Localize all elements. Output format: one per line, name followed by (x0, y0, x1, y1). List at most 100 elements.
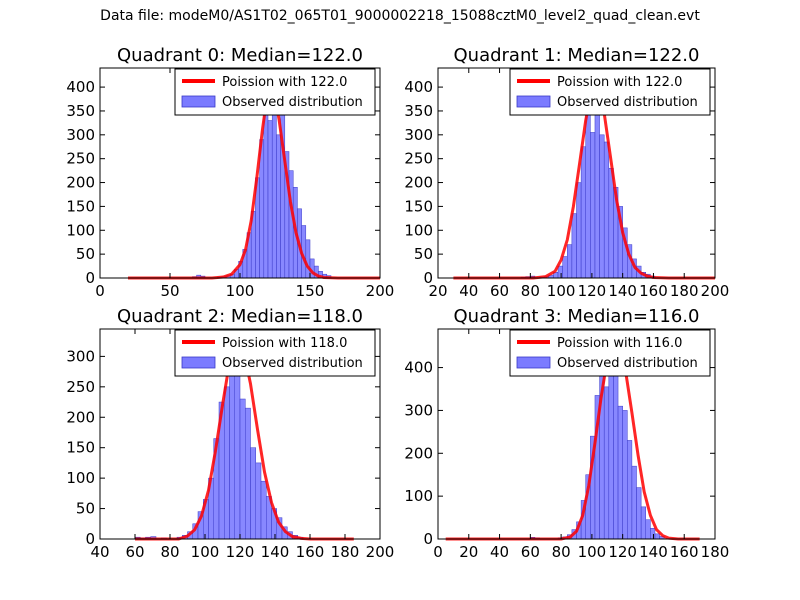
x-tick-label: 100 (547, 282, 576, 300)
figure-suptitle: Data file: modeM0/AS1T02_065T01_90000022… (100, 8, 700, 24)
histogram-bar (594, 96, 600, 279)
histogram-bar (576, 182, 582, 279)
x-tick-label: 100 (578, 543, 607, 561)
panel-title: Quadrant 2: Median=118.0 (117, 306, 363, 327)
histogram-bar (608, 356, 614, 540)
x-tick-label: 180 (670, 282, 699, 300)
x-tick-label: 200 (366, 543, 395, 561)
x-tick-label: 0 (433, 543, 443, 561)
quadrant-3-panel: Quadrant 3: Median=116.00 20 40 60 80 100 120 1… (404, 306, 729, 561)
x-tick-label: 140 (261, 543, 290, 561)
legend-bar-swatch (181, 95, 216, 108)
x-tick-label: 80 (552, 543, 571, 561)
y-tick-label: 200 (66, 174, 95, 192)
histogram-bar (585, 101, 591, 279)
axes-frame (437, 328, 716, 540)
histogram-bar (263, 105, 269, 279)
legend-label-poisson: Poission with 122.0 (557, 75, 682, 90)
x-tick-label: 80 (160, 543, 179, 561)
legend-label-poisson: Poission with 118.0 (222, 336, 347, 351)
x-tick-label: 150 (296, 282, 325, 300)
x-tick-label: 120 (226, 543, 255, 561)
y-tick-label: 0 (423, 269, 433, 287)
y-tick-label: 250 (66, 150, 95, 168)
y-tick-label: 100 (66, 469, 95, 487)
histogram-bar (245, 407, 251, 540)
y-tick-label: 300 (66, 347, 95, 365)
quadrant-1-panel: Quadrant 1: Median=122.020 40 60 80 100 120 14… (404, 45, 729, 300)
y-tick-label: 100 (404, 221, 433, 239)
y-tick-label: 200 (404, 174, 433, 192)
histogram-bar (255, 462, 262, 540)
x-tick-label: 0 (95, 282, 105, 300)
legend-label-poisson: Poission with 116.0 (557, 336, 682, 351)
legend-label-observed: Observed distribution (222, 356, 363, 371)
y-tick-label: 100 (66, 221, 95, 239)
x-tick-label: 80 (521, 282, 540, 300)
x-tick-label: 180 (701, 543, 730, 561)
x-tick-label: 160 (670, 543, 699, 561)
histogram-bar (305, 239, 311, 279)
histogram-bar (267, 120, 273, 279)
x-tick-label: 60 (490, 282, 509, 300)
y-tick-label: 200 (66, 408, 95, 426)
y-tick-label: 250 (66, 378, 95, 396)
histogram-bar (599, 134, 605, 279)
legend-bar-swatch (516, 356, 551, 369)
y-tick-label: 100 (404, 487, 433, 505)
histogram-bar (580, 146, 586, 279)
panel-title: Quadrant 0: Median=122.0 (117, 45, 363, 66)
x-tick-label: 40 (490, 543, 509, 561)
y-tick-label: 300 (404, 126, 433, 144)
y-tick-label: 400 (404, 78, 433, 96)
legend-bar-swatch (516, 95, 551, 108)
axes-frame (437, 67, 716, 279)
y-tick-label: 300 (404, 401, 433, 419)
histogram-bar (234, 374, 241, 540)
y-tick-label: 400 (66, 78, 95, 96)
histogram-bar (224, 386, 230, 540)
histogram-bar (276, 134, 281, 279)
y-tick-label: 300 (66, 126, 95, 144)
y-tick-label: 0 (423, 530, 433, 548)
histogram-bar (613, 375, 619, 540)
x-tick-label: 140 (639, 543, 668, 561)
histogram-bar (590, 132, 596, 279)
y-tick-label: 0 (85, 269, 95, 287)
y-tick-label: 400 (404, 359, 433, 377)
y-tick-label: 0 (85, 530, 95, 548)
x-tick-label: 160 (639, 282, 668, 300)
histogram-bar (640, 506, 647, 540)
legend-label-poisson: Poission with 122.0 (222, 75, 347, 90)
panel-title: Quadrant 3: Median=116.0 (454, 306, 700, 327)
histogram-bar (562, 256, 568, 279)
legend-label-observed: Observed distribution (557, 95, 698, 110)
quadrant-0-panel: Quadrant 0: Median=122.0 0 50 100 150 200 0 50 1… (66, 45, 394, 300)
histogram-bar (260, 480, 267, 540)
y-tick-label: 350 (404, 102, 433, 120)
legend-label-observed: Observed distribution (222, 95, 363, 110)
x-tick-label: 100 (191, 543, 220, 561)
histogram-bar (239, 398, 246, 540)
histogram-bar (631, 465, 637, 540)
histogram-bar (654, 533, 660, 540)
y-tick-label: 350 (66, 102, 95, 120)
x-tick-label: 160 (296, 543, 325, 561)
legend-label-observed: Observed distribution (557, 356, 698, 371)
histogram-bar (627, 440, 633, 540)
x-tick-label: 40 (90, 543, 109, 561)
quadrant-2-panel: Quadrant 2: Median=118.0 40 60 80 100 120 140 1… (66, 306, 394, 561)
histogram-bar (636, 487, 642, 540)
x-tick-label: 60 (125, 543, 144, 561)
histogram-bar (608, 167, 614, 279)
x-tick-label: 100 (226, 282, 255, 300)
y-tick-label: 150 (66, 197, 95, 215)
x-tick-label: 50 (160, 282, 179, 300)
x-tick-label: 180 (331, 543, 360, 561)
histogram-bar (622, 410, 628, 540)
y-tick-label: 50 (414, 245, 433, 263)
histogram-bar (567, 244, 573, 279)
x-tick-label: 200 (366, 282, 395, 300)
legend-bar-swatch (181, 356, 216, 369)
